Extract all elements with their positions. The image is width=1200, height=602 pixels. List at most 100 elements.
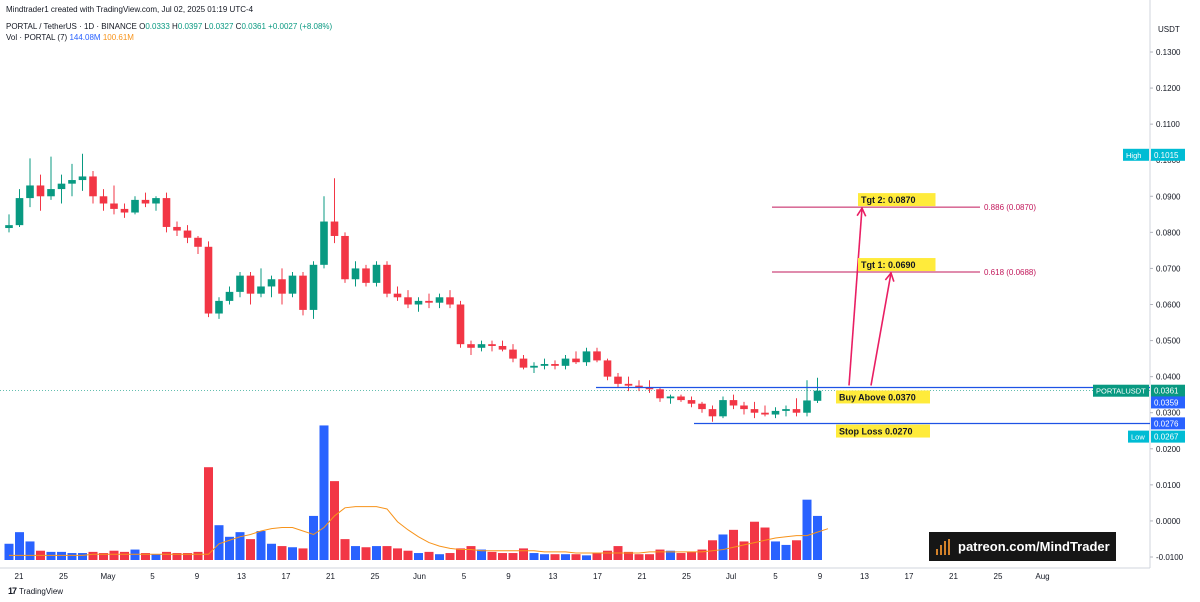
y-tick-label: 0.0000 <box>1156 517 1181 526</box>
symbol-line: PORTAL / TetherUS · 1D · BINANCE <box>6 22 137 31</box>
candle-body <box>645 387 654 390</box>
y-tick-label: 0.0300 <box>1156 409 1181 418</box>
y-tick-label: 0.0200 <box>1156 445 1181 454</box>
candle-body <box>236 275 244 292</box>
volume-bar <box>141 553 150 560</box>
volume-bar <box>225 536 234 560</box>
volume-bar <box>540 554 549 560</box>
y-axis-title: USDT <box>1158 25 1180 34</box>
x-tick-label: 21 <box>638 572 647 581</box>
volume-bar <box>760 527 770 560</box>
volume-bar <box>25 541 35 560</box>
candle-body <box>446 297 454 305</box>
volume-bar <box>592 553 602 560</box>
candle-body <box>110 203 118 209</box>
candle-body <box>603 360 612 377</box>
high-tag-label: High <box>1126 151 1141 160</box>
candle-body <box>131 199 139 213</box>
low-tag-label-bg <box>1128 430 1149 443</box>
volume-bar <box>393 548 402 560</box>
y-tick-label: 0.0900 <box>1156 192 1181 201</box>
volume-bar <box>477 549 486 560</box>
low-tag-value-bg <box>1151 430 1185 443</box>
candle-body <box>204 246 213 314</box>
volume-bar <box>718 534 728 560</box>
volume-bar <box>708 540 717 560</box>
candle-body <box>561 358 570 366</box>
candle-body <box>99 196 108 204</box>
volume-bar <box>508 553 518 560</box>
candle-body <box>152 198 160 204</box>
y-tick-label: 0.0100 <box>1156 481 1181 490</box>
volume-bar <box>162 551 171 560</box>
x-tick-label: Jun <box>413 572 426 581</box>
low-value: 0.0327 <box>208 22 234 31</box>
candle-body <box>47 189 55 197</box>
candle-body <box>320 221 328 265</box>
fib-0618-label: 0.618 (0.0688) <box>984 268 1036 277</box>
candle-body <box>257 286 265 294</box>
fib-0886-label: 0.886 (0.0870) <box>984 203 1036 212</box>
candle-body <box>614 376 622 384</box>
high-tag-label-bg <box>1123 148 1149 161</box>
candle-body <box>372 264 381 283</box>
volume-bar <box>456 548 465 560</box>
x-tick-label: 13 <box>237 572 246 581</box>
low-tag-value: 0.0267 <box>1154 433 1179 442</box>
candle-body <box>425 300 433 303</box>
volume-bar <box>235 532 245 560</box>
volume-bar <box>519 548 528 560</box>
x-tick-label: 5 <box>150 572 155 581</box>
volume-bar <box>498 553 507 560</box>
volume-legend: Vol · PORTAL (7) 144.08M 100.61M <box>6 33 134 43</box>
price-0276-tag-value: 0.0276 <box>1154 419 1179 428</box>
candle-body <box>383 264 391 294</box>
volume-bar <box>246 539 255 560</box>
candle-body <box>656 389 664 399</box>
candle-body <box>530 365 538 368</box>
x-tick-label: 25 <box>994 572 1003 581</box>
volume-bar <box>466 546 476 560</box>
candle-body <box>813 390 822 401</box>
volume-bar <box>67 553 77 560</box>
candle-body <box>89 176 97 197</box>
volume-bar <box>687 551 696 560</box>
stop-loss-label-bg <box>836 424 930 438</box>
candle-body <box>477 344 486 348</box>
volume-value: 144.08M <box>69 33 101 42</box>
x-tick-label: 25 <box>682 572 691 581</box>
volume-bar <box>267 543 276 560</box>
volume-bar <box>634 554 644 560</box>
candle-body <box>792 409 801 413</box>
candle-body <box>414 300 423 305</box>
tgt2-arrow-head <box>856 206 867 217</box>
patreon-icon <box>936 538 952 555</box>
close-label: C <box>235 22 242 31</box>
volume-bar <box>340 539 350 560</box>
candle-body <box>782 409 790 411</box>
candle-body <box>267 279 276 287</box>
volume-bar <box>802 499 812 560</box>
volume-bar <box>351 546 360 560</box>
candle-body <box>309 264 318 310</box>
last-price-tag-value-bg <box>1151 384 1185 397</box>
y-tick-label: 0.0600 <box>1156 301 1181 310</box>
y-tick-label: 0.1100 <box>1156 120 1180 129</box>
high-tag-value-bg <box>1151 148 1185 161</box>
volume-bar <box>645 554 654 560</box>
volume-bar <box>46 551 56 560</box>
x-tick-label: 25 <box>59 572 68 581</box>
x-tick-label: 25 <box>371 572 380 581</box>
candle-body <box>194 237 202 247</box>
high-label: H <box>172 22 178 31</box>
volume-bar <box>529 553 539 560</box>
volume-bar <box>130 549 140 560</box>
candle-body <box>173 226 181 231</box>
candle-body <box>456 304 465 345</box>
candle-body <box>362 268 370 283</box>
candle-body <box>162 198 171 227</box>
stop-loss-label: Stop Loss 0.0270 <box>839 427 913 437</box>
ohlc-legend: PORTAL / TetherUS · 1D · BINANCE O0.0333… <box>6 22 332 32</box>
tgt1-label: Tgt 1: 0.0690 <box>861 260 916 270</box>
